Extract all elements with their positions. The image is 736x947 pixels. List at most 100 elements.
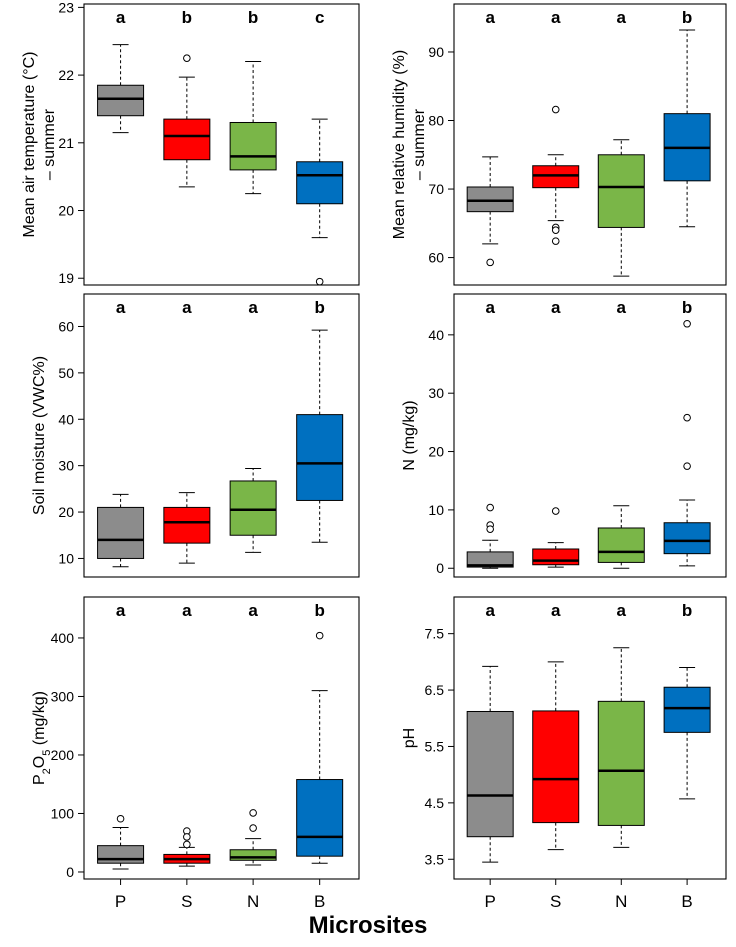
outlier-point	[551, 507, 560, 515]
y-tick-label: 21	[58, 135, 74, 151]
box-iqr	[97, 506, 145, 559]
x-tick-label: N	[247, 892, 259, 911]
panel-frame	[83, 3, 360, 286]
box-P	[97, 493, 145, 568]
box-S	[532, 105, 580, 245]
box-S	[163, 492, 211, 564]
panel-frame	[83, 596, 360, 880]
significance-letter: a	[551, 298, 561, 317]
y-tick-label: 300	[51, 688, 75, 704]
significance-letter: a	[617, 601, 627, 620]
y-tick-label: 6.5	[425, 682, 445, 698]
box-B	[296, 631, 344, 864]
panel-frame	[453, 293, 727, 578]
box-N	[229, 467, 277, 553]
y-axis-label-part: 2	[41, 768, 53, 774]
significance-letter: b	[314, 601, 324, 620]
outlier-point	[116, 814, 125, 823]
box-B	[663, 29, 711, 228]
box-B	[296, 329, 344, 543]
significance-letter: a	[116, 8, 126, 27]
x-tick-label: N	[615, 892, 627, 911]
y-tick-label: 60	[58, 318, 74, 334]
y-tick-label: 200	[51, 747, 75, 763]
box-iqr	[163, 506, 211, 544]
x-tick-label: B	[681, 892, 692, 911]
box-iqr	[229, 849, 277, 861]
panel-6: 3.5 4.5 5.5 6.5 7.5 pH a Pa Sa Nb B	[401, 596, 727, 911]
y-tick-label: 7.5	[425, 626, 445, 642]
x-tick-label: S	[181, 892, 192, 911]
significance-letter: a	[551, 601, 561, 620]
significance-letter: a	[617, 298, 627, 317]
y-tick-label: 30	[428, 385, 444, 401]
y-tick-label: 10	[428, 502, 444, 518]
outlier-point	[249, 824, 257, 832]
box-iqr	[97, 84, 145, 117]
box-S	[532, 661, 580, 851]
x-tick-label: S	[550, 892, 561, 911]
significance-letter: b	[314, 298, 324, 317]
box-iqr	[466, 186, 514, 213]
box-iqr	[663, 522, 711, 555]
y-tick-label: 20	[428, 444, 444, 460]
box-S	[532, 507, 580, 568]
significance-letter: a	[248, 601, 258, 620]
y-tick-label: 90	[428, 44, 444, 60]
box-iqr	[532, 548, 580, 566]
y-tick-label: 22	[58, 67, 74, 83]
y-tick-label: 4.5	[425, 795, 445, 811]
box-P	[466, 503, 514, 569]
outlier-point	[183, 54, 191, 62]
y-tick-label: 0	[436, 560, 444, 576]
y-tick-label: 3.5	[425, 851, 445, 867]
y-tick-label: 40	[58, 411, 74, 427]
box-P	[97, 44, 145, 134]
significance-letter: b	[682, 601, 692, 620]
outlier-point	[551, 226, 560, 234]
significance-letter: a	[116, 601, 126, 620]
y-tick-label: 100	[51, 805, 75, 821]
significance-letter: a	[182, 601, 192, 620]
y-axis-label: N (mg/kg)	[401, 400, 418, 470]
box-iqr	[532, 165, 580, 189]
y-tick-label: 20	[58, 203, 74, 219]
y-tick-label: 19	[58, 270, 74, 286]
significance-letter: a	[551, 8, 561, 27]
outlier-point	[683, 462, 691, 470]
box-iqr	[597, 527, 645, 563]
significance-letter: b	[682, 8, 692, 27]
x-tick-label: P	[115, 892, 126, 911]
y-axis-label: Soil moisture (VWC%)	[31, 356, 48, 515]
panel-1: 19 20 21 22 23 Mean air temperature (°C) – sum…	[21, 0, 360, 286]
outlier-point	[683, 413, 691, 422]
y-tick-label: 400	[51, 630, 75, 646]
box-B	[296, 118, 344, 286]
outlier-point	[683, 319, 691, 328]
box-iqr	[296, 779, 344, 857]
x-tick-label: B	[314, 892, 325, 911]
outlier-point	[486, 503, 494, 512]
y-tick-label: 23	[58, 0, 74, 15]
box-B	[663, 667, 711, 800]
box-P	[466, 665, 514, 863]
significance-letter: a	[617, 8, 627, 27]
y-axis-label-part: P	[31, 774, 48, 785]
outlier-point	[249, 809, 257, 817]
y-tick-label: 40	[428, 327, 444, 343]
y-axis-label-part: O	[31, 756, 48, 768]
box-iqr	[296, 414, 344, 501]
significance-letter: a	[248, 298, 258, 317]
significance-letter: b	[682, 298, 692, 317]
box-P	[466, 156, 514, 267]
y-tick-label: 80	[428, 113, 444, 129]
y-axis-label: pH	[401, 728, 418, 748]
y-tick-label: 30	[58, 458, 74, 474]
y-axis-label-part: 5	[41, 750, 53, 756]
box-iqr	[296, 161, 344, 205]
box-N	[597, 647, 645, 848]
y-axis-label-part: (mg/kg)	[31, 691, 48, 750]
panel-frame	[453, 3, 727, 286]
